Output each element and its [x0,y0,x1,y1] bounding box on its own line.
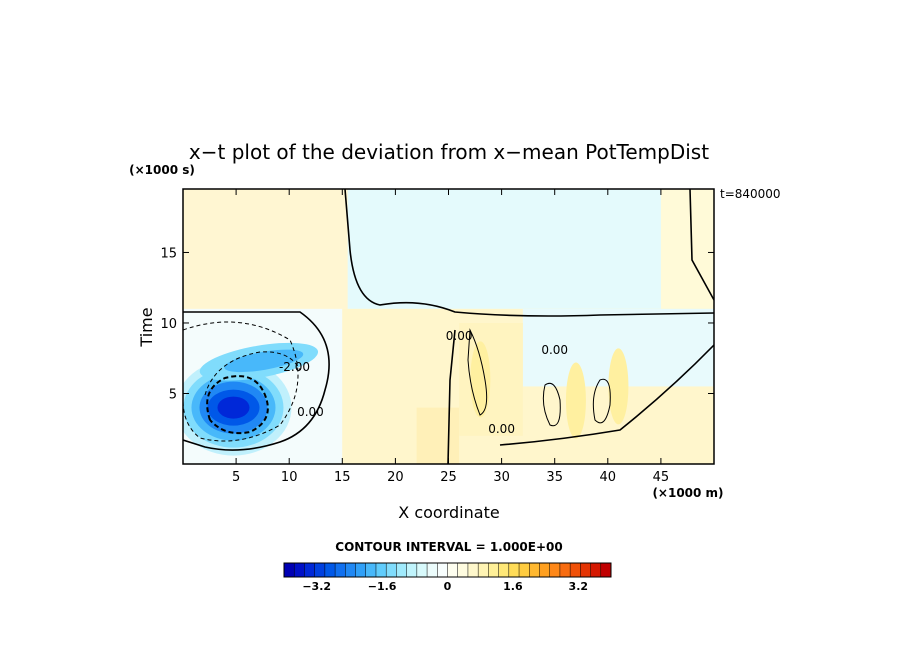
colorbar-swatch [467,563,479,577]
contour-label: 0.00 [446,329,473,343]
colorbar-swatch [396,563,407,577]
colorbar-swatch [600,563,612,577]
contour-zero-lower [499,344,714,446]
colorbar-tick-label: 0 [444,580,452,593]
colorbar-swatch [488,563,499,577]
field-high [608,348,629,425]
contour-pos-c [592,378,611,424]
colorbar-tick-label: 1.6 [503,580,523,593]
colorbar-swatch [324,563,336,577]
contour-zero-center [447,329,456,464]
field-high [565,362,586,439]
field-region [660,189,714,309]
colorbar-swatch [539,563,550,577]
colorbar-tick-label: −1.6 [368,580,397,593]
contour-interval-label: CONTOUR INTERVAL = 1.000E+00 [335,540,562,554]
colorbar-swatch [406,563,418,577]
colorbar-swatch [559,563,571,577]
colorbar-swatch [365,563,377,577]
colorbar-swatch [284,563,295,577]
colorbar-swatch [304,563,315,577]
colorbar-swatch [529,563,540,577]
contour-label: 0.00 [297,405,324,419]
colorbar-tick-label: 3.2 [569,580,589,593]
colorbar-swatch [386,563,397,577]
x-axis-ticks: 5 10 15 20 25 30 35 40 45 [232,189,669,485]
colorbar-swatch [570,563,581,577]
colorbar-swatch [580,563,591,577]
contour-zero-upper [344,189,714,317]
field-region [416,407,460,464]
field-high [470,341,491,418]
x-unit-label: (×1000 m) [652,486,723,500]
heatmap-field [183,189,714,464]
x-tick-label: 20 [387,470,404,485]
contour-neg1 [183,321,299,442]
y-tick-label: 5 [169,387,177,402]
x-tick-label: 30 [493,470,510,485]
contour-pos-b [542,382,561,427]
colorbar-swatch [416,563,428,577]
colorbar-swatch [437,563,448,577]
contour-pos-a [467,328,488,416]
contour-label: 0.00 [488,422,515,436]
contour-labels: 0.00 -2.00 0.00 0.00 0.00 [279,329,568,436]
colorbar-swatch [498,563,510,577]
field-low-arm [224,349,304,373]
colorbar-swatch [590,563,602,577]
x-tick-label: 5 [232,470,240,485]
contour-zero-right [689,189,714,301]
colorbar-swatch [355,563,367,577]
x-tick-label: 25 [440,470,457,485]
annotation-time: t=840000 [720,187,781,201]
x-tick-label: 40 [600,470,617,485]
field-low-core [217,396,250,419]
colorbar-swatch [335,563,346,577]
contour-label: -2.00 [279,360,310,374]
colorbar-swatch [375,563,387,577]
x-axis-label: X coordinate [398,503,499,522]
contour-neg2 [206,375,269,435]
field-region [347,189,714,309]
colorbar-tick-labels: −3.2 −1.6 0 1.6 3.2 [302,580,588,593]
contour-label: 0.00 [541,343,568,357]
colorbar-swatch [549,563,561,577]
colorbar-swatch [457,563,469,577]
x-tick-label: 10 [281,470,298,485]
chart-title: x−t plot of the deviation from x−mean Po… [189,140,709,164]
contour-neg-arm [204,351,301,396]
y-axis-label: Time [137,307,156,347]
contour-lines [183,189,714,464]
colorbar-swatch [447,563,459,577]
y-axis-ticks: 5 10 15 [160,246,714,402]
x-tick-label: 35 [546,470,563,485]
y-tick-label: 15 [160,246,177,261]
colorbar-swatch [427,563,438,577]
x-tick-label: 45 [653,470,670,485]
colorbar-swatch [478,563,489,577]
colorbar-swatch [519,563,530,577]
y-unit-label: (×1000 s) [129,163,195,177]
contour-zero-low [183,311,330,451]
colorbar-tick-label: −3.2 [302,580,331,593]
colorbar-swatch [508,563,520,577]
colorbar-swatch [345,563,356,577]
colorbar-swatch [314,563,326,577]
x-tick-label: 15 [334,470,351,485]
colorbar-swatch [294,563,305,577]
y-tick-label: 10 [160,317,177,332]
colorbar-frame [283,562,612,578]
colorbar [283,562,612,578]
field-region [183,189,348,309]
